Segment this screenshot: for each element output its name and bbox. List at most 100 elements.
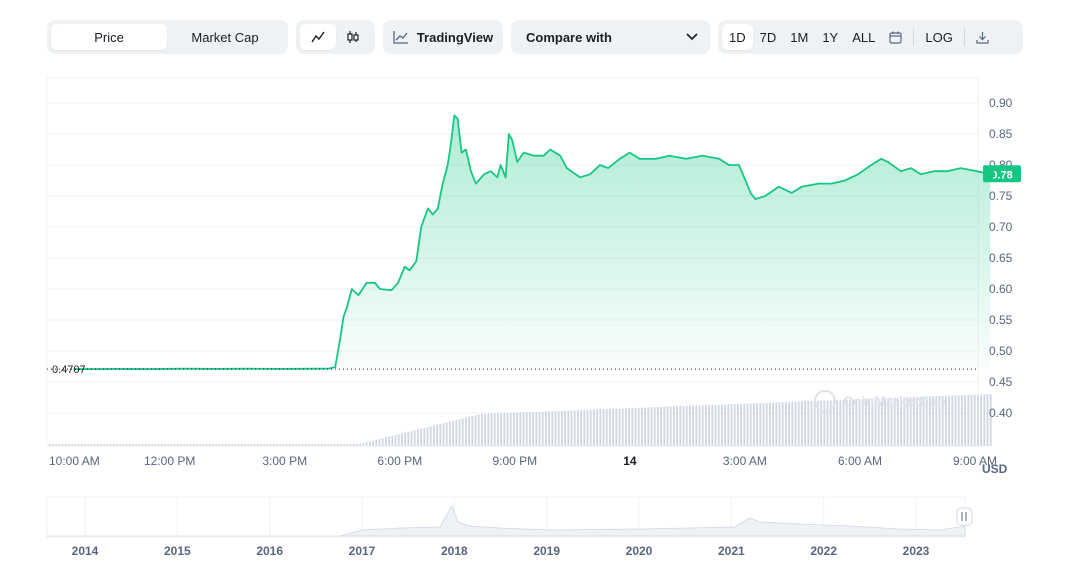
download-icon[interactable] — [969, 24, 996, 50]
volume-bar — [938, 396, 941, 446]
price-tab[interactable]: Price — [51, 24, 167, 50]
y-tick-label: 0.55 — [989, 313, 1013, 327]
volume-bar — [663, 406, 666, 446]
volume-bar — [241, 444, 243, 446]
volume-bar — [929, 396, 931, 446]
volume-bar — [340, 444, 342, 446]
volume-bar — [167, 444, 170, 446]
volume-bar — [529, 412, 531, 446]
range-all[interactable]: ALL — [852, 29, 876, 45]
x-tick-label: 3:00 AM — [723, 454, 767, 468]
volume-bar — [151, 444, 154, 446]
volume-bar — [497, 413, 499, 446]
volume-bar — [314, 444, 317, 446]
navigator-handle[interactable] — [956, 507, 973, 526]
volume-bar — [948, 395, 950, 446]
volume-bar — [125, 444, 128, 446]
volume-bar — [97, 444, 99, 446]
volume-bar — [481, 413, 483, 446]
volume-bar — [698, 405, 701, 446]
volume-bar — [650, 407, 653, 446]
navigator-year-label: 2014 — [72, 544, 99, 558]
volume-bar — [372, 440, 374, 446]
tradingview-label: TradingView — [416, 29, 494, 45]
market-cap-tab[interactable]: Market Cap — [191, 29, 259, 45]
volume-bar — [525, 412, 528, 446]
line-chart-icon[interactable] — [300, 24, 336, 50]
volume-bar — [100, 444, 102, 446]
candlestick-icon[interactable] — [336, 24, 372, 50]
volume-bar — [452, 420, 454, 446]
volume-bar — [900, 397, 902, 446]
volume-bar — [250, 444, 253, 446]
navigator-year-label: 2020 — [626, 544, 653, 558]
volume-bar — [68, 444, 70, 446]
volume-bar — [772, 402, 774, 446]
volume-bar — [682, 406, 685, 446]
volume-bar — [580, 410, 582, 446]
volume-bar — [714, 404, 717, 446]
volume-bar — [103, 444, 106, 446]
range-navigator[interactable]: 2014 2015 2016 2017 2018 2019 2020 2021 2022 2023 — [46, 496, 973, 558]
volume-bar — [721, 404, 723, 446]
volume-bars — [49, 394, 992, 446]
compare-with-label: Compare with — [526, 29, 612, 45]
volume-bar — [433, 425, 435, 446]
volume-bar — [343, 444, 346, 446]
navigator-year-label: 2017 — [349, 544, 376, 558]
volume-bar — [756, 403, 758, 446]
volume-bar — [842, 399, 845, 446]
range-1y[interactable]: 1Y — [822, 29, 839, 45]
volume-bar — [810, 401, 813, 446]
volume-bar — [679, 406, 682, 446]
volume-bar — [289, 444, 291, 446]
volume-bar — [925, 396, 928, 446]
volume-bar — [865, 398, 867, 446]
volume-bar — [365, 442, 368, 446]
time-range-selector: 1D 7D 1M 1Y ALL LOG — [718, 20, 1023, 54]
range-7d[interactable]: 7D — [759, 29, 777, 45]
volume-bar — [954, 395, 957, 446]
volume-bar — [58, 444, 61, 446]
volume-bar — [234, 444, 237, 446]
volume-bar — [359, 443, 362, 446]
tradingview-button[interactable]: TradingView — [383, 20, 503, 54]
volume-bar — [932, 396, 934, 446]
compare-with-dropdown[interactable]: Compare with — [511, 20, 710, 54]
volume-bar — [116, 444, 118, 446]
volume-bar — [980, 394, 982, 446]
volume-bar — [570, 410, 573, 446]
volume-bar — [292, 444, 294, 446]
volume-bar — [183, 444, 186, 446]
volume-bar — [519, 412, 522, 446]
volume-bar — [906, 397, 909, 446]
volume-bar — [109, 444, 112, 446]
volume-bar — [625, 408, 627, 446]
volume-bar — [209, 444, 211, 446]
log-scale-toggle[interactable]: LOG — [925, 29, 953, 45]
volume-bar — [186, 444, 189, 446]
range-1d[interactable]: 1D — [722, 24, 753, 50]
volume-bar — [471, 416, 474, 446]
volume-bar — [641, 407, 643, 446]
volume-bar — [119, 444, 122, 446]
range-1m[interactable]: 1M — [790, 29, 809, 45]
volume-bar — [660, 406, 662, 446]
volume-bar — [106, 444, 109, 446]
volume-bar — [919, 396, 922, 446]
volume-bar — [711, 404, 714, 446]
volume-bar — [458, 419, 461, 446]
volume-bar — [493, 413, 496, 446]
calendar-icon[interactable] — [882, 24, 909, 50]
volume-bar — [733, 404, 736, 446]
volume-bar — [81, 444, 83, 446]
volume-bar — [551, 411, 554, 446]
volume-bar — [311, 444, 314, 446]
volume-bar — [189, 444, 192, 446]
volume-bar — [445, 422, 448, 446]
volume-bar — [887, 398, 890, 446]
currency-label: USD — [982, 462, 1008, 476]
volume-bar — [989, 394, 992, 446]
toolbar-divider — [963, 28, 965, 46]
